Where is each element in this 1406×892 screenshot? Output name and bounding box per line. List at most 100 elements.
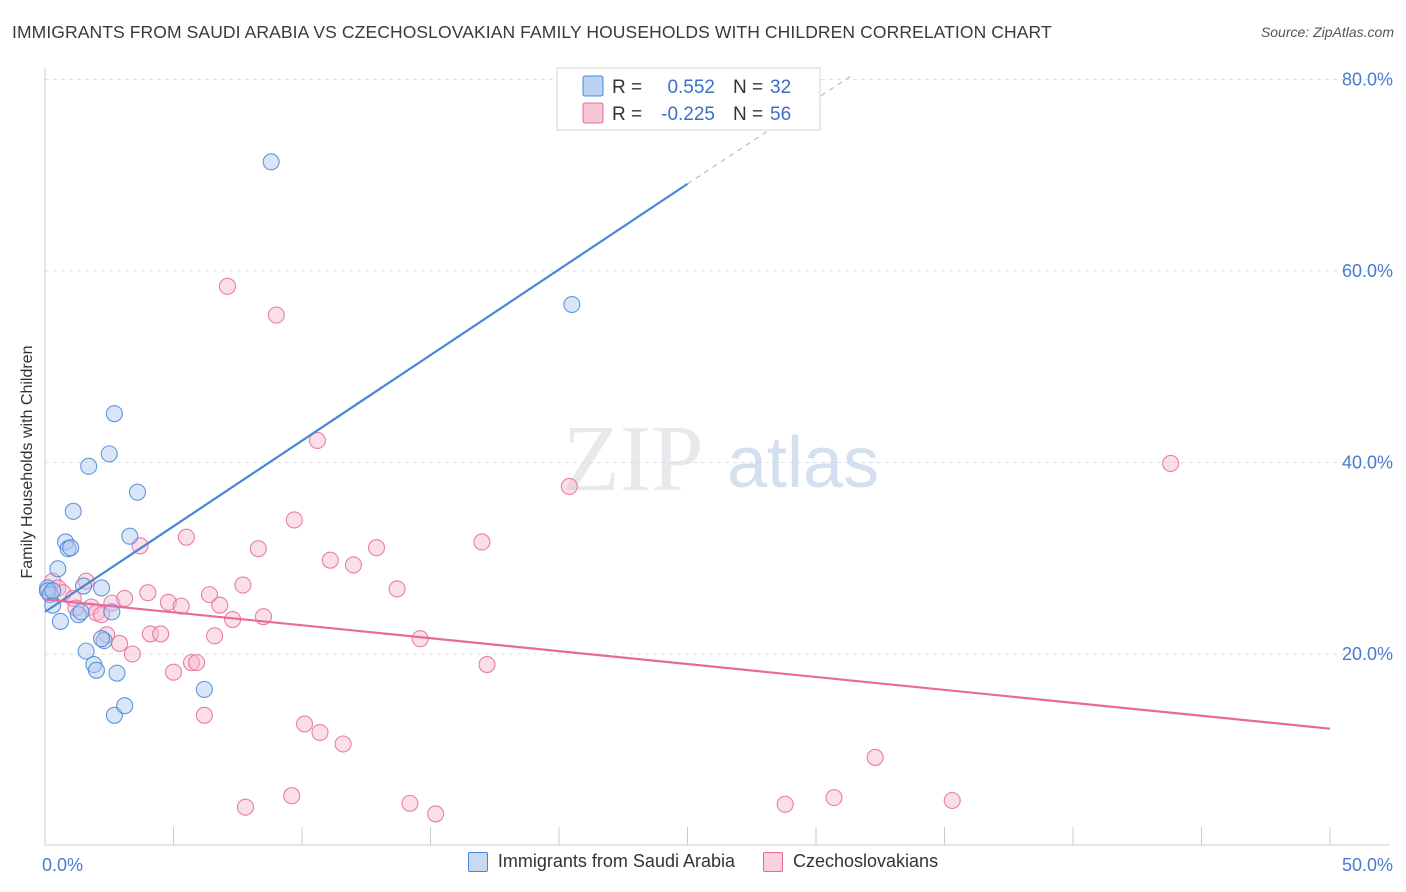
stats-r-value-pink: -0.225 [661,104,715,125]
czechoslovakians-point [866,748,884,766]
y-tick-label: 40.0% [1342,453,1393,473]
czechoslovakians-point [77,572,95,590]
czechoslovakians-points [39,277,1180,823]
czechoslovakians-point [776,795,794,813]
saudi-arabia-points [39,153,581,724]
saudi-arabia-point [92,579,111,597]
stats-r-label-pink: R = [612,104,642,125]
czechoslovakians-point [943,791,961,810]
czechoslovakians-point [267,306,285,324]
saudi-arabia-point [563,295,581,314]
y-tick-label: 60.0% [1342,261,1393,281]
czechoslovakians-point [825,789,843,807]
x-tick-label: 0.0% [42,855,83,875]
saudi-arabia-point [80,457,98,475]
czechoslovakians-point [401,794,419,812]
saudi-arabia-point [121,527,139,545]
saudi-arabia-point [128,483,147,501]
trend-lines [44,73,1331,730]
czechoslovakians-point [139,584,157,602]
czechoslovakians-point [478,655,496,674]
saudi-arabia-point [69,606,87,624]
czechoslovakians-point [473,533,491,551]
czechoslovakians-point [159,593,177,611]
tick-labels: 20.0% 40.0% 60.0% 80.0% 0.0% 50.0% [42,70,1393,876]
czechoslovakians-point [560,477,578,495]
y-tick-label: 20.0% [1342,644,1393,664]
czechoslovakians-point [249,540,267,558]
czechoslovakians-point [283,787,301,805]
czechoslovakians-point [141,625,159,643]
czechoslovakians-point [152,625,170,643]
saudi-arabia-point [105,405,123,423]
saudi-arabia-point [72,603,90,621]
czechoslovakians-point [110,634,129,653]
czechoslovakians-point [218,277,237,295]
source-label: Source: ZipAtlas.com [1260,24,1394,40]
czechoslovakians-point [367,539,386,557]
x-tick-label: 50.0% [1342,855,1393,875]
saudi-arabia-point [100,445,118,463]
chart-title: IMMIGRANTS FROM SAUDI ARABIA VS CZECHOSL… [12,22,1052,42]
legend-swatch-blue [467,851,488,872]
stats-n-value-pink: 56 [770,104,791,125]
legend-label-saudi-arabia: Immigrants from Saudi Arabia [497,851,735,871]
czechoslovakians-point [334,735,352,753]
czechoslovakians-point [200,586,219,604]
czechoslovakians-point [321,551,339,569]
legend-swatch-pink [763,851,783,872]
legend-item-saudi-arabia[interactable]: Immigrants from Saudi Arabia [467,851,735,872]
czechoslovakians-point [123,645,141,663]
saudi-arabia-point [49,560,67,578]
saudi-arabia-point [92,630,111,648]
stats-n-label-pink: N = [733,104,763,125]
czechoslovakians-point [311,723,329,742]
czechoslovakians-point [234,576,252,594]
saudi-arabia-point [262,153,280,171]
y-tick-label: 80.0% [1342,70,1393,90]
czechoslovakians-point [1162,454,1180,473]
legend-label-czechoslovakians: Czechoslovakians [793,851,939,871]
czechoslovakians-point [236,798,255,816]
saudi-arabia-point [44,582,62,600]
czechoslovakians-point [427,805,445,823]
stats-swatch-blue [582,75,604,97]
czechoslovakians-point [116,589,134,608]
watermark-zip: ZIP [563,407,704,511]
czechoslovakians-point [308,431,326,450]
grid-lines [45,79,1390,655]
legend-item-czechoslovakians[interactable]: Czechoslovakians [763,851,938,872]
watermark: ZIP atlas [563,407,880,511]
czechoslovakians-point [296,715,314,733]
czechoslovakians-point [285,511,303,529]
saudi-arabia-point [103,603,121,621]
czechoslovakians-point [211,596,229,614]
czechoslovakians-point [177,528,195,546]
stats-r-label-blue: R = [612,77,642,98]
saudi-arabia-point [195,680,213,698]
saudi-arabia-point [116,697,134,715]
czechoslovakians-point [206,627,224,645]
czechoslovakians-point [164,663,183,681]
czechoslovakians-point [195,706,213,724]
axes [44,68,1390,846]
czechoslovakians-point [182,654,201,672]
saudi-arabia-trend-line [44,182,689,613]
czechoslovakians-point [388,580,406,598]
stats-legend: R = 0.552 N = 32 R = -0.225 N = 56 [556,67,821,131]
stats-r-value-blue: 0.552 [667,77,715,98]
czechoslovakians-point [92,606,111,624]
czechoslovakians-point [344,556,362,574]
czechoslovakians-point [188,654,206,672]
series-legend: Immigrants from Saudi Arabia Czechoslova… [0,851,1406,872]
stats-swatch-pink [582,102,604,124]
saudi-arabia-point [108,664,126,682]
saudi-arabia-point [62,539,80,557]
watermark-atlas: atlas [727,423,879,503]
saudi-arabia-point [77,642,95,660]
saudi-arabia-point [87,661,105,679]
czechoslovakians-trend-line [44,598,1331,730]
stats-n-value-blue: 32 [770,77,791,98]
saudi-arabia-point [64,502,82,520]
